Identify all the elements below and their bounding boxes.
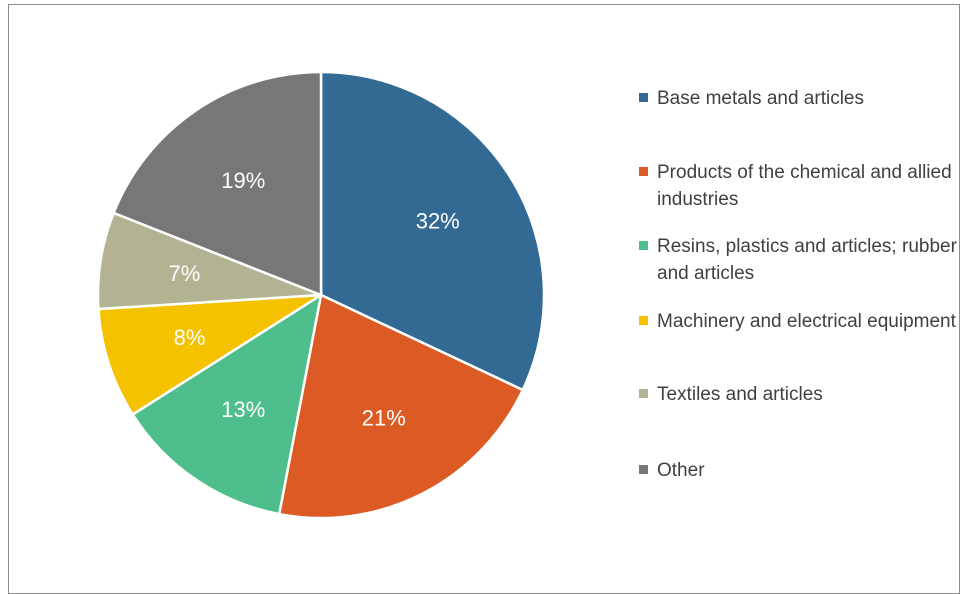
pie-slice bbox=[112, 70, 323, 297]
legend-swatch bbox=[639, 465, 648, 474]
pie-slice bbox=[130, 292, 323, 516]
legend-label: Machinery and electrical equipment bbox=[657, 311, 956, 332]
slice-data-label: 7% bbox=[169, 261, 201, 286]
pie-chart: 32% 21% 13% 8% 7% 19% bbox=[96, 70, 546, 520]
legend-item: Products of the chemical and allied indu… bbox=[639, 159, 957, 213]
slice-data-label: 32% bbox=[416, 208, 460, 233]
pie-slice bbox=[277, 293, 525, 520]
legend-swatch bbox=[639, 389, 648, 398]
legend-item: Resins, plastics and articles; rubber an… bbox=[639, 233, 957, 287]
legend-label: Resins, plastics and articles; rubber an… bbox=[657, 236, 957, 284]
legend-label: Other bbox=[657, 460, 705, 481]
slice-data-label: 21% bbox=[362, 406, 406, 431]
legend-item: Machinery and electrical equipment bbox=[639, 308, 957, 335]
legend-item: Other bbox=[639, 457, 957, 484]
legend-label: Textiles and articles bbox=[657, 384, 823, 405]
legend-item: Base metals and articles bbox=[639, 85, 957, 112]
pie-slice bbox=[97, 293, 322, 417]
slice-data-label: 8% bbox=[174, 325, 206, 350]
legend-swatch bbox=[639, 167, 648, 176]
legend-label: Products of the chemical and allied indu… bbox=[657, 162, 952, 210]
slice-data-label: 13% bbox=[221, 397, 265, 422]
pie-slice bbox=[319, 70, 546, 392]
legend-swatch bbox=[639, 316, 648, 325]
legend-label: Base metals and articles bbox=[657, 88, 864, 109]
legend-swatch bbox=[639, 93, 648, 102]
slice-data-label: 19% bbox=[221, 168, 265, 193]
legend-swatch bbox=[639, 241, 648, 250]
legend-item: Textiles and articles bbox=[639, 381, 957, 408]
chart-frame: 32% 21% 13% 8% 7% 19% Base metals and article… bbox=[8, 4, 960, 594]
